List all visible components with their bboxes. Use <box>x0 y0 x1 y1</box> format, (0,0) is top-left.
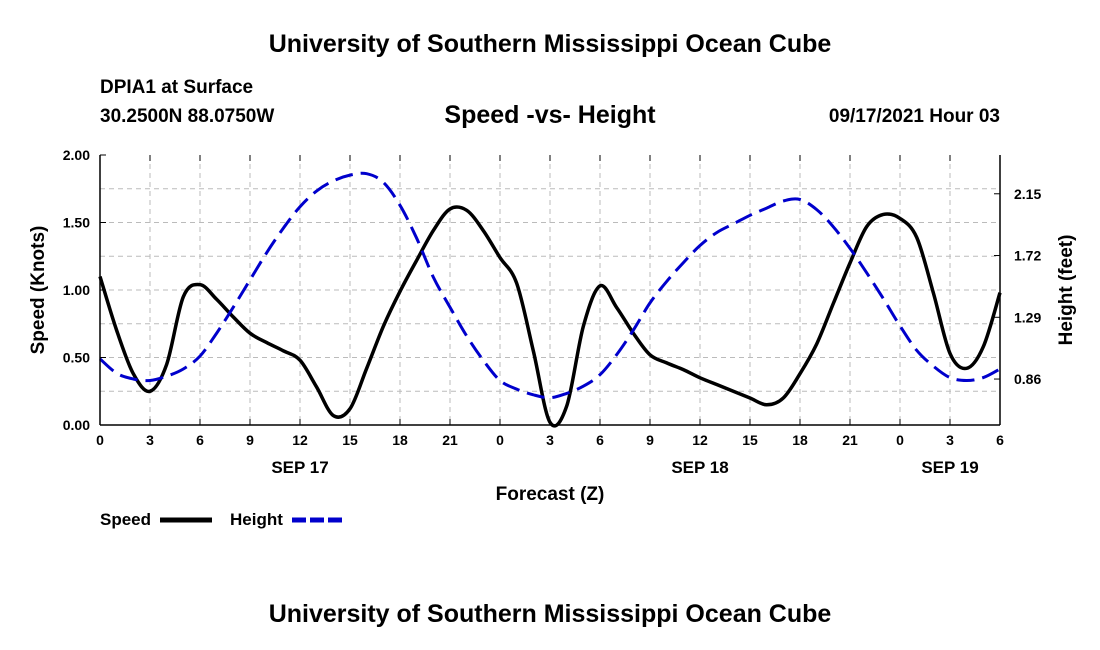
y-axis-label-left: Speed (Knots) <box>28 226 49 355</box>
x-tick-label: 6 <box>196 432 204 448</box>
grid <box>100 155 1000 425</box>
date-label: SEP 19 <box>921 458 978 477</box>
x-tick-label: 3 <box>546 432 554 448</box>
x-tick-label: 18 <box>392 432 408 448</box>
x-tick-label: 12 <box>292 432 308 448</box>
y-tick-label-right: 1.29 <box>1014 309 1041 325</box>
height-series-line <box>99 171 1001 400</box>
date-label: SEP 17 <box>271 458 328 477</box>
y-tick-label-left: 1.00 <box>63 282 90 298</box>
y-tick-label-left: 2.00 <box>63 147 90 163</box>
legend-height-label: Height <box>230 510 283 529</box>
x-tick-label: 0 <box>96 432 104 448</box>
x-axis-label: Forecast (Z) <box>496 484 605 505</box>
x-tick-label: 9 <box>646 432 654 448</box>
x-tick-label: 15 <box>342 432 358 448</box>
y-tick-label-right: 2.15 <box>1014 186 1041 202</box>
y-tick-label-left: 0.50 <box>63 350 90 366</box>
y-tick-label-right: 0.86 <box>1014 371 1041 387</box>
chart-subtitle: Speed -vs- Height <box>444 101 656 129</box>
x-tick-label: 21 <box>442 432 458 448</box>
x-tick-label: 6 <box>596 432 604 448</box>
x-tick-label: 18 <box>792 432 808 448</box>
x-tick-label: 12 <box>692 432 708 448</box>
x-tick-label: 21 <box>842 432 858 448</box>
y-axis-label-right: Height (feet) <box>1056 235 1077 346</box>
chart-title: University of Southern Mississippi Ocean… <box>268 30 832 58</box>
date-label: SEP 18 <box>671 458 728 477</box>
axes <box>99 154 1001 426</box>
legend-speed-label: Speed <box>100 510 152 529</box>
footer-title: University of Southern Mississippi Ocean… <box>268 600 832 628</box>
forecast-date: 09/17/2021 Hour 03 <box>828 106 1000 127</box>
tick-labels: 0 3 6 9 12 15 18 21 0 3 6 9 12 15 18 21 0 3 6 SEP 17 SEP 18 S… <box>63 147 1042 477</box>
y-tick-label-left: 1.50 <box>63 215 90 231</box>
x-tick-label: 3 <box>946 432 954 448</box>
station-label: DPIA1 at Surface <box>100 77 254 98</box>
y-tick-label-left: 0.00 <box>63 417 90 433</box>
station-coordinates: 30.2500N 88.0750W <box>100 106 275 127</box>
x-tick-label: 0 <box>896 432 904 448</box>
x-tick-label: 0 <box>496 432 504 448</box>
x-tick-label: 3 <box>146 432 154 448</box>
y-tick-label-right: 1.72 <box>1014 248 1041 264</box>
x-tick-label: 15 <box>742 432 758 448</box>
x-tick-label: 6 <box>996 432 1004 448</box>
x-tick-label: 9 <box>246 432 254 448</box>
